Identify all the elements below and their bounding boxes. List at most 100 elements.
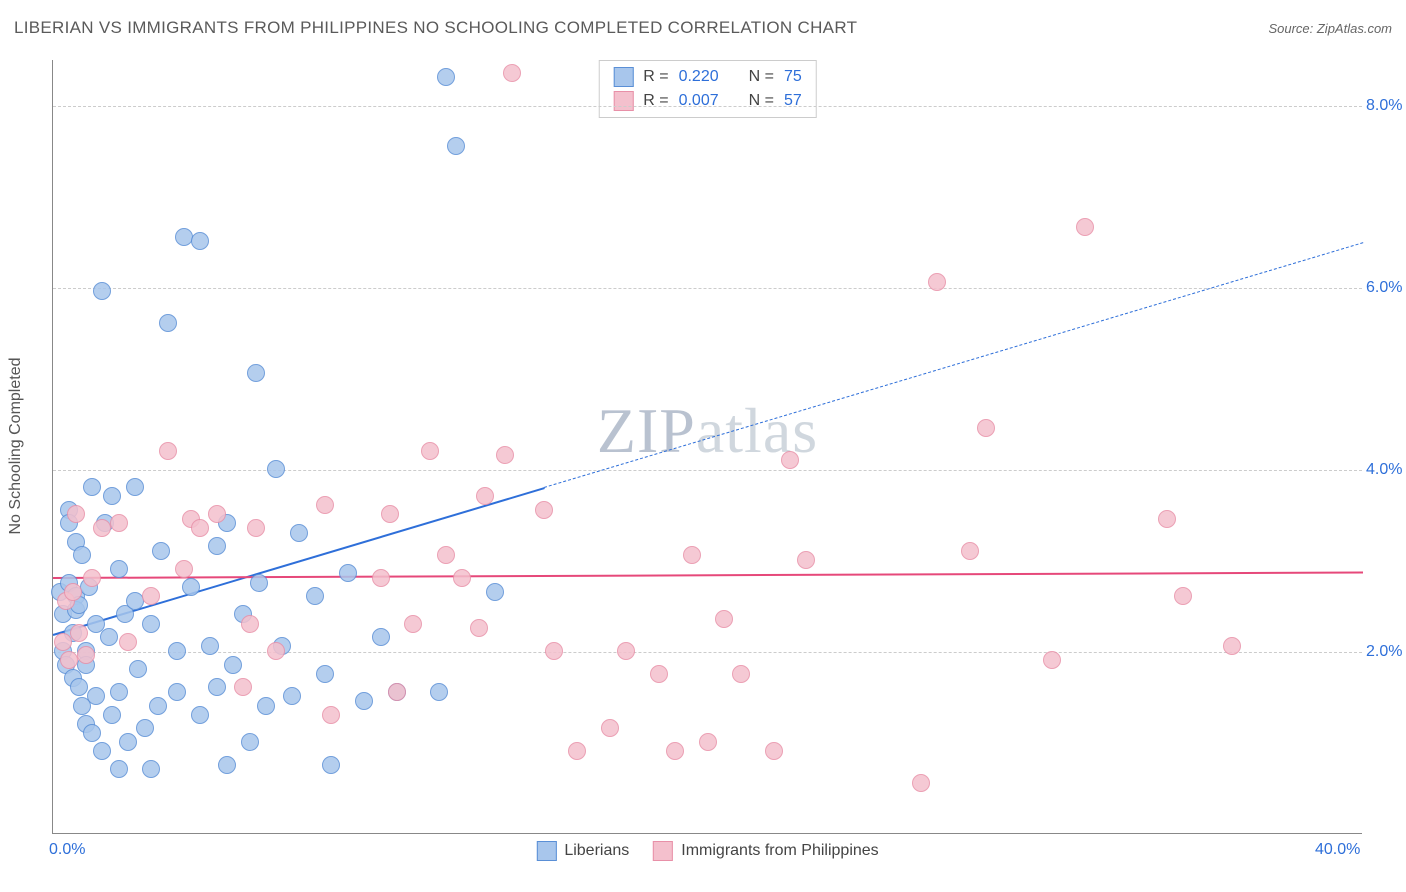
data-point <box>765 742 783 760</box>
data-point <box>267 642 285 660</box>
scatter-plot-area: ZIPatlas R =0.220N =75R =0.007N =57 Libe… <box>52 60 1362 834</box>
y-axis-label: No Schooling Completed <box>7 358 25 535</box>
gridline <box>53 288 1362 289</box>
data-point <box>503 64 521 82</box>
data-point <box>355 692 373 710</box>
x-tick-label: 0.0% <box>49 841 85 859</box>
data-point <box>1174 587 1192 605</box>
legend-swatch <box>536 841 556 861</box>
data-point <box>290 524 308 542</box>
data-point <box>83 478 101 496</box>
data-point <box>83 569 101 587</box>
n-label: N = <box>749 68 774 86</box>
data-point <box>73 546 91 564</box>
data-point <box>781 451 799 469</box>
data-point <box>928 273 946 291</box>
data-point <box>103 487 121 505</box>
legend-swatch <box>613 91 633 111</box>
data-point <box>247 519 265 537</box>
data-point <box>224 656 242 674</box>
trend-line <box>53 572 1363 579</box>
data-point <box>486 583 504 601</box>
y-tick-label: 6.0% <box>1366 279 1406 297</box>
data-point <box>159 442 177 460</box>
x-tick-label: 40.0% <box>1315 841 1360 859</box>
data-point <box>168 683 186 701</box>
data-point <box>267 460 285 478</box>
n-value: 75 <box>784 68 802 86</box>
data-point <box>159 314 177 332</box>
data-point <box>715 610 733 628</box>
data-point <box>683 546 701 564</box>
legend-label: Immigrants from Philippines <box>681 842 878 860</box>
data-point <box>732 665 750 683</box>
legend-item: Liberians <box>536 841 629 861</box>
n-value: 57 <box>784 92 802 110</box>
data-point <box>1076 218 1094 236</box>
legend-label: Liberians <box>564 842 629 860</box>
data-point <box>476 487 494 505</box>
correlation-stats-box: R = 0.220 N = 75 R = 0.007 N = 57 <box>598 60 817 118</box>
data-point <box>322 706 340 724</box>
data-point <box>93 519 111 537</box>
data-point <box>535 501 553 519</box>
data-point <box>152 542 170 560</box>
data-point <box>60 651 78 669</box>
data-point <box>601 719 619 737</box>
data-point <box>388 683 406 701</box>
y-tick-label: 2.0% <box>1366 643 1406 661</box>
data-point <box>110 560 128 578</box>
data-point <box>191 706 209 724</box>
data-point <box>149 697 167 715</box>
r-value: 0.220 <box>679 68 719 86</box>
r-value: 0.007 <box>679 92 719 110</box>
data-point <box>250 574 268 592</box>
data-point <box>241 615 259 633</box>
n-label: N = <box>749 92 774 110</box>
data-point <box>142 587 160 605</box>
series-legend: Liberians Immigrants from Philippines <box>536 841 878 861</box>
stat-row: R = 0.007 N = 57 <box>599 89 816 113</box>
data-point <box>208 505 226 523</box>
data-point <box>77 646 95 664</box>
data-point <box>201 637 219 655</box>
data-point <box>110 760 128 778</box>
r-label: R = <box>643 92 668 110</box>
data-point <box>470 619 488 637</box>
data-point <box>168 642 186 660</box>
data-point <box>241 733 259 751</box>
data-point <box>67 505 85 523</box>
data-point <box>568 742 586 760</box>
data-point <box>437 68 455 86</box>
data-point <box>404 615 422 633</box>
stat-row: R =0.220N =75 <box>599 65 816 89</box>
trend-line <box>544 242 1363 488</box>
data-point <box>617 642 635 660</box>
data-point <box>110 514 128 532</box>
chart-title: LIBERIAN VS IMMIGRANTS FROM PHILIPPINES … <box>14 18 857 38</box>
data-point <box>70 624 88 642</box>
data-point <box>64 583 82 601</box>
y-tick-label: 4.0% <box>1366 461 1406 479</box>
data-point <box>283 687 301 705</box>
data-point <box>142 760 160 778</box>
data-point <box>175 228 193 246</box>
data-point <box>322 756 340 774</box>
data-point <box>234 678 252 696</box>
data-point <box>110 683 128 701</box>
data-point <box>100 628 118 646</box>
data-point <box>103 706 121 724</box>
data-point <box>83 724 101 742</box>
legend-swatch <box>653 841 673 861</box>
data-point <box>437 546 455 564</box>
data-point <box>257 697 275 715</box>
data-point <box>191 232 209 250</box>
data-point <box>797 551 815 569</box>
data-point <box>247 364 265 382</box>
data-point <box>316 665 334 683</box>
data-point <box>126 592 144 610</box>
data-point <box>208 678 226 696</box>
data-point <box>1158 510 1176 528</box>
data-point <box>54 633 72 651</box>
data-point <box>87 687 105 705</box>
